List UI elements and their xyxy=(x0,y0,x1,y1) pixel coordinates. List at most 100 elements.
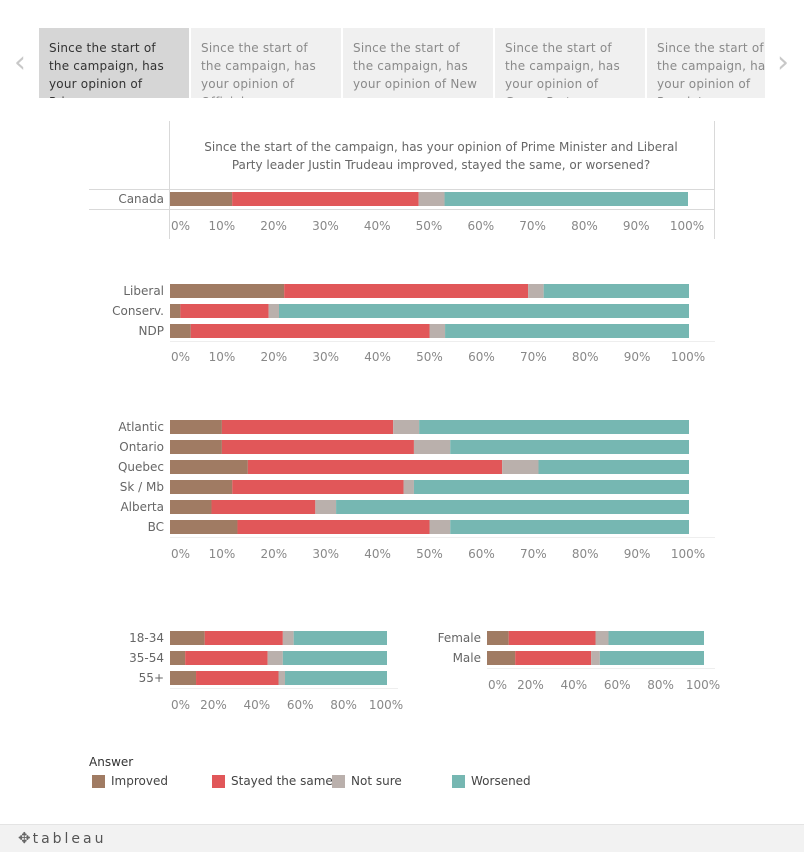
category-label: Male xyxy=(453,651,481,665)
bar-segment-improved xyxy=(170,324,191,338)
bar-segment-stayed-the-same xyxy=(237,520,430,534)
x-tick-label: 30% xyxy=(312,350,339,364)
bar-segment-worsened xyxy=(444,192,688,206)
chart-title-line: Since the start of the campaign, has you… xyxy=(204,140,677,154)
x-tick-label: 30% xyxy=(312,219,339,233)
legend-title: Answer xyxy=(89,755,134,769)
x-tick-label: 50% xyxy=(416,547,443,561)
bar-segment-stayed-the-same xyxy=(232,480,404,494)
x-tick-label: 100% xyxy=(686,678,720,692)
bar-segment-worsened xyxy=(608,631,704,645)
x-tick-label: 80% xyxy=(572,350,599,364)
x-tick-label: 0% xyxy=(171,698,190,712)
tab-official-opposition[interactable]: Since the start of the campaign, has you… xyxy=(191,28,341,98)
bar-segment-improved xyxy=(487,651,516,665)
bar-segment-not-sure xyxy=(268,304,279,318)
bar-segment-not-sure xyxy=(502,460,539,474)
tab-new-democratic[interactable]: Since the start of the campaign, has you… xyxy=(343,28,493,98)
tab-label: Since the start of the campaign, has you… xyxy=(505,41,620,98)
x-tick-label: 100% xyxy=(369,698,403,712)
x-tick-label: 0% xyxy=(171,350,190,364)
tab-label: Since the start of the campaign, has you… xyxy=(657,41,765,98)
x-tick-label: 40% xyxy=(364,350,391,364)
stacked-bar-charts: Since the start of the campaign, has you… xyxy=(89,121,720,712)
x-tick-label: 60% xyxy=(467,219,494,233)
bar-segment-worsened xyxy=(450,440,689,454)
x-tick-label: 10% xyxy=(209,547,236,561)
bar-segment-not-sure xyxy=(429,324,446,338)
bar-segment-not-sure xyxy=(591,651,600,665)
bar-segment-not-sure xyxy=(418,192,445,206)
category-label: 55+ xyxy=(139,671,164,685)
bar-segment-stayed-the-same xyxy=(204,631,283,645)
bar-segment-improved xyxy=(170,420,222,434)
x-tick-label: 20% xyxy=(260,350,287,364)
x-tick-label: 0% xyxy=(171,219,190,233)
bar-segment-improved xyxy=(170,460,248,474)
category-label: NDP xyxy=(139,324,164,338)
category-label: BC xyxy=(148,520,164,534)
bar-segment-improved xyxy=(170,284,285,298)
category-label: 35-54 xyxy=(129,651,164,665)
bar-segment-not-sure xyxy=(528,284,544,298)
tableau-plus-icon: ✥ xyxy=(18,829,31,847)
category-label: Conserv. xyxy=(112,304,164,318)
bar-segment-worsened xyxy=(282,651,387,665)
tab-label: Since the start of the campaign, has you… xyxy=(201,41,316,98)
chevron-right-icon[interactable]: › xyxy=(777,45,789,80)
bar-segment-worsened xyxy=(278,304,689,318)
x-tick-label: 10% xyxy=(208,219,235,233)
category-label: Ontario xyxy=(119,440,164,454)
bar-segment-stayed-the-same xyxy=(196,671,279,685)
x-tick-label: 60% xyxy=(287,698,314,712)
x-tick-label: 80% xyxy=(571,219,598,233)
x-tick-label: 40% xyxy=(364,219,391,233)
bar-segment-worsened xyxy=(293,631,387,645)
category-label: Sk / Mb xyxy=(120,480,164,494)
x-tick-label: 60% xyxy=(604,678,631,692)
bar-segment-improved xyxy=(170,651,186,665)
tab-label: Since the start of the campaign, has you… xyxy=(49,41,164,98)
x-tick-label: 60% xyxy=(468,547,495,561)
x-tick-label: 10% xyxy=(209,350,236,364)
x-tick-label: 100% xyxy=(670,219,704,233)
bar-segment-improved xyxy=(170,631,205,645)
x-tick-label: 100% xyxy=(671,547,705,561)
tab-label: Since the start of the campaign, has you… xyxy=(353,41,478,91)
bar-segment-stayed-the-same xyxy=(247,460,503,474)
bar-segment-worsened xyxy=(285,671,387,685)
x-tick-label: 70% xyxy=(520,350,547,364)
tab-peoples-party[interactable]: Since the start of the campaign, has you… xyxy=(647,28,765,98)
legend-swatch xyxy=(452,775,465,788)
tableau-logo[interactable]: ✥ tableau xyxy=(18,829,107,847)
bar-segment-stayed-the-same xyxy=(185,651,268,665)
legend-label: Improved xyxy=(111,774,168,788)
x-tick-label: 40% xyxy=(364,547,391,561)
tab-green-party[interactable]: Since the start of the campaign, has you… xyxy=(495,28,645,98)
category-label: Female xyxy=(438,631,481,645)
bar-segment-worsened xyxy=(538,460,689,474)
bar-segment-stayed-the-same xyxy=(221,440,414,454)
category-label: Quebec xyxy=(118,460,164,474)
chevron-left-icon[interactable]: ‹ xyxy=(14,45,26,80)
category-label: 18-34 xyxy=(129,631,164,645)
legend-swatch xyxy=(212,775,225,788)
x-tick-label: 50% xyxy=(416,219,443,233)
bar-segment-stayed-the-same xyxy=(508,631,596,645)
x-tick-label: 30% xyxy=(312,547,339,561)
bar-segment-not-sure xyxy=(282,631,294,645)
bar-segment-not-sure xyxy=(595,631,609,645)
bar-segment-improved xyxy=(170,500,212,514)
x-tick-label: 40% xyxy=(243,698,270,712)
x-tick-label: 20% xyxy=(517,678,544,692)
category-label: Canada xyxy=(118,192,164,206)
x-tick-label: 20% xyxy=(200,698,227,712)
bar-segment-improved xyxy=(170,520,238,534)
bar-segment-improved xyxy=(170,440,222,454)
legend-label: Worsened xyxy=(471,774,531,788)
bar-segment-worsened xyxy=(445,324,689,338)
x-tick-label: 20% xyxy=(260,219,287,233)
chart-title-line: Party leader Justin Trudeau improved, st… xyxy=(232,158,650,172)
bar-segment-improved xyxy=(170,480,233,494)
tab-prime-minister[interactable]: Since the start of the campaign, has you… xyxy=(39,28,189,98)
